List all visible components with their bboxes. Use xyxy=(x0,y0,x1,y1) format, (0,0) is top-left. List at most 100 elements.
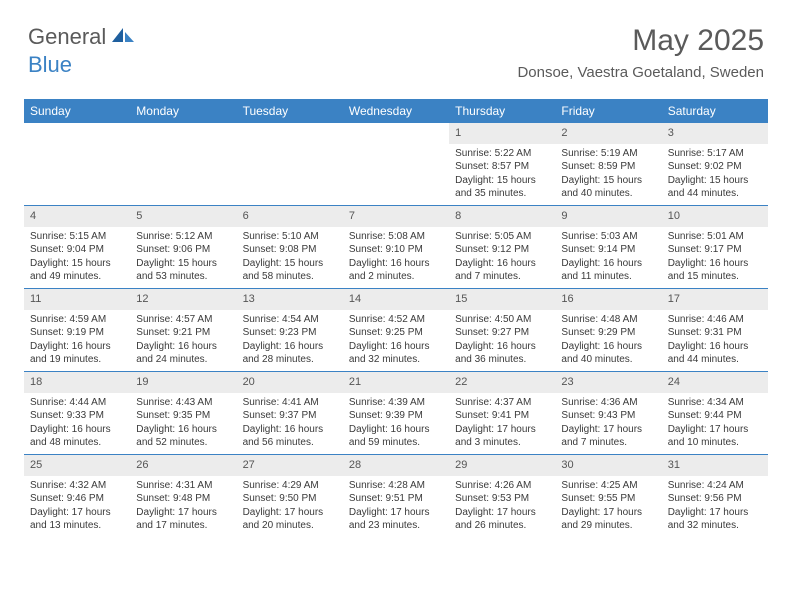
calendar-cell: 12Sunrise: 4:57 AMSunset: 9:21 PMDayligh… xyxy=(130,289,236,371)
day-details: Sunrise: 4:26 AMSunset: 9:53 PMDaylight:… xyxy=(449,476,555,537)
day-details: Sunrise: 4:36 AMSunset: 9:43 PMDaylight:… xyxy=(555,393,661,454)
sunset-text: Sunset: 9:31 PM xyxy=(668,326,762,340)
day-number: 29 xyxy=(449,455,555,476)
daylight-text: Daylight: 17 hours and 3 minutes. xyxy=(455,423,549,450)
sunset-text: Sunset: 9:50 PM xyxy=(243,492,337,506)
day-details: Sunrise: 4:52 AMSunset: 9:25 PMDaylight:… xyxy=(343,310,449,371)
day-number: 14 xyxy=(343,289,449,310)
calendar-cell xyxy=(237,123,343,205)
day-details: Sunrise: 4:46 AMSunset: 9:31 PMDaylight:… xyxy=(662,310,768,371)
daylight-text: Daylight: 16 hours and 32 minutes. xyxy=(349,340,443,367)
day-number: 16 xyxy=(555,289,661,310)
calendar-cell: 22Sunrise: 4:37 AMSunset: 9:41 PMDayligh… xyxy=(449,372,555,454)
weekday-label: Friday xyxy=(555,99,661,123)
day-number: 6 xyxy=(237,206,343,227)
brand-part2: Blue xyxy=(28,52,72,77)
sunrise-text: Sunrise: 5:10 AM xyxy=(243,230,337,244)
day-number: 24 xyxy=(662,372,768,393)
calendar-cell: 23Sunrise: 4:36 AMSunset: 9:43 PMDayligh… xyxy=(555,372,661,454)
daylight-text: Daylight: 16 hours and 28 minutes. xyxy=(243,340,337,367)
calendar-cell: 28Sunrise: 4:28 AMSunset: 9:51 PMDayligh… xyxy=(343,455,449,537)
day-number: 11 xyxy=(24,289,130,310)
daylight-text: Daylight: 16 hours and 52 minutes. xyxy=(136,423,230,450)
calendar-cell: 4Sunrise: 5:15 AMSunset: 9:04 PMDaylight… xyxy=(24,206,130,288)
calendar-cell: 31Sunrise: 4:24 AMSunset: 9:56 PMDayligh… xyxy=(662,455,768,537)
calendar-cell: 17Sunrise: 4:46 AMSunset: 9:31 PMDayligh… xyxy=(662,289,768,371)
day-number: 28 xyxy=(343,455,449,476)
sunset-text: Sunset: 9:53 PM xyxy=(455,492,549,506)
daylight-text: Daylight: 16 hours and 59 minutes. xyxy=(349,423,443,450)
sunset-text: Sunset: 9:19 PM xyxy=(30,326,124,340)
sunrise-text: Sunrise: 4:32 AM xyxy=(30,479,124,493)
sunset-text: Sunset: 9:02 PM xyxy=(668,160,762,174)
day-details: Sunrise: 4:34 AMSunset: 9:44 PMDaylight:… xyxy=(662,393,768,454)
sunrise-text: Sunrise: 4:25 AM xyxy=(561,479,655,493)
daylight-text: Daylight: 16 hours and 7 minutes. xyxy=(455,257,549,284)
daylight-text: Daylight: 17 hours and 10 minutes. xyxy=(668,423,762,450)
sunrise-text: Sunrise: 5:05 AM xyxy=(455,230,549,244)
sunset-text: Sunset: 9:10 PM xyxy=(349,243,443,257)
sunset-text: Sunset: 9:44 PM xyxy=(668,409,762,423)
daylight-text: Daylight: 16 hours and 36 minutes. xyxy=(455,340,549,367)
day-details: Sunrise: 5:17 AMSunset: 9:02 PMDaylight:… xyxy=(662,144,768,205)
sunset-text: Sunset: 9:21 PM xyxy=(136,326,230,340)
day-details: Sunrise: 5:22 AMSunset: 8:57 PMDaylight:… xyxy=(449,144,555,205)
day-details: Sunrise: 5:01 AMSunset: 9:17 PMDaylight:… xyxy=(662,227,768,288)
calendar-cell: 16Sunrise: 4:48 AMSunset: 9:29 PMDayligh… xyxy=(555,289,661,371)
sunrise-text: Sunrise: 5:03 AM xyxy=(561,230,655,244)
day-details: Sunrise: 5:15 AMSunset: 9:04 PMDaylight:… xyxy=(24,227,130,288)
day-details: Sunrise: 4:59 AMSunset: 9:19 PMDaylight:… xyxy=(24,310,130,371)
calendar-cell: 13Sunrise: 4:54 AMSunset: 9:23 PMDayligh… xyxy=(237,289,343,371)
daylight-text: Daylight: 16 hours and 44 minutes. xyxy=(668,340,762,367)
sunrise-text: Sunrise: 4:59 AM xyxy=(30,313,124,327)
day-number: 1 xyxy=(449,123,555,144)
sunset-text: Sunset: 9:23 PM xyxy=(243,326,337,340)
day-number: 31 xyxy=(662,455,768,476)
month-title: May 2025 xyxy=(517,24,764,58)
sunrise-text: Sunrise: 4:28 AM xyxy=(349,479,443,493)
daylight-text: Daylight: 15 hours and 58 minutes. xyxy=(243,257,337,284)
sunrise-text: Sunrise: 4:46 AM xyxy=(668,313,762,327)
weeks-container: 1Sunrise: 5:22 AMSunset: 8:57 PMDaylight… xyxy=(24,123,768,537)
weekday-label: Thursday xyxy=(449,99,555,123)
day-number: 25 xyxy=(24,455,130,476)
calendar-week: 18Sunrise: 4:44 AMSunset: 9:33 PMDayligh… xyxy=(24,371,768,454)
day-details: Sunrise: 4:37 AMSunset: 9:41 PMDaylight:… xyxy=(449,393,555,454)
sunrise-text: Sunrise: 5:15 AM xyxy=(30,230,124,244)
calendar-cell: 5Sunrise: 5:12 AMSunset: 9:06 PMDaylight… xyxy=(130,206,236,288)
day-number: 23 xyxy=(555,372,661,393)
daylight-text: Daylight: 16 hours and 24 minutes. xyxy=(136,340,230,367)
sunset-text: Sunset: 9:17 PM xyxy=(668,243,762,257)
daylight-text: Daylight: 17 hours and 17 minutes. xyxy=(136,506,230,533)
sunrise-text: Sunrise: 4:44 AM xyxy=(30,396,124,410)
day-number: 19 xyxy=(130,372,236,393)
calendar-cell: 10Sunrise: 5:01 AMSunset: 9:17 PMDayligh… xyxy=(662,206,768,288)
calendar-cell: 20Sunrise: 4:41 AMSunset: 9:37 PMDayligh… xyxy=(237,372,343,454)
calendar-cell: 24Sunrise: 4:34 AMSunset: 9:44 PMDayligh… xyxy=(662,372,768,454)
day-details: Sunrise: 4:41 AMSunset: 9:37 PMDaylight:… xyxy=(237,393,343,454)
day-details: Sunrise: 5:19 AMSunset: 8:59 PMDaylight:… xyxy=(555,144,661,205)
calendar: Sunday Monday Tuesday Wednesday Thursday… xyxy=(24,99,768,537)
sunrise-text: Sunrise: 4:50 AM xyxy=(455,313,549,327)
daylight-text: Daylight: 15 hours and 35 minutes. xyxy=(455,174,549,201)
daylight-text: Daylight: 17 hours and 20 minutes. xyxy=(243,506,337,533)
day-details: Sunrise: 4:48 AMSunset: 9:29 PMDaylight:… xyxy=(555,310,661,371)
calendar-cell: 21Sunrise: 4:39 AMSunset: 9:39 PMDayligh… xyxy=(343,372,449,454)
sunrise-text: Sunrise: 4:31 AM xyxy=(136,479,230,493)
calendar-cell: 30Sunrise: 4:25 AMSunset: 9:55 PMDayligh… xyxy=(555,455,661,537)
day-number: 13 xyxy=(237,289,343,310)
daylight-text: Daylight: 17 hours and 23 minutes. xyxy=(349,506,443,533)
sunset-text: Sunset: 9:08 PM xyxy=(243,243,337,257)
sunrise-text: Sunrise: 5:08 AM xyxy=(349,230,443,244)
daylight-text: Daylight: 17 hours and 32 minutes. xyxy=(668,506,762,533)
calendar-cell: 14Sunrise: 4:52 AMSunset: 9:25 PMDayligh… xyxy=(343,289,449,371)
sunrise-text: Sunrise: 5:01 AM xyxy=(668,230,762,244)
sunset-text: Sunset: 9:46 PM xyxy=(30,492,124,506)
calendar-cell: 15Sunrise: 4:50 AMSunset: 9:27 PMDayligh… xyxy=(449,289,555,371)
day-details: Sunrise: 4:32 AMSunset: 9:46 PMDaylight:… xyxy=(24,476,130,537)
sunset-text: Sunset: 9:48 PM xyxy=(136,492,230,506)
daylight-text: Daylight: 16 hours and 11 minutes. xyxy=(561,257,655,284)
day-details: Sunrise: 4:39 AMSunset: 9:39 PMDaylight:… xyxy=(343,393,449,454)
daylight-text: Daylight: 16 hours and 40 minutes. xyxy=(561,340,655,367)
calendar-cell xyxy=(130,123,236,205)
